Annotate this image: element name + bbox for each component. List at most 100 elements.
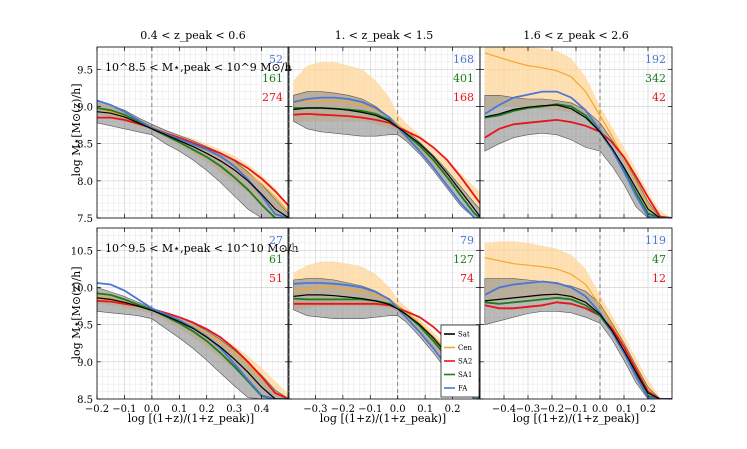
y-axis-label-top: log M⋆[M⊙(z)/h] [70, 83, 83, 176]
legend-label-cen: Cen [458, 344, 472, 352]
y-axis-label-bottom: log M⋆[M⊙(z)/h] [70, 266, 83, 359]
x-tick-label: 0.1 [171, 404, 187, 415]
panel-r1-c0: −0.2 −0.1 0.0 0.1 0.2 0.3 0.4 8.5 9.0 9.5 10.0 10.5… [71, 227, 299, 415]
count-sa2: 12 [652, 272, 666, 285]
grid [97, 228, 289, 399]
count-sa2: 51 [269, 272, 283, 285]
x-tick-label: −0.1 [358, 404, 382, 415]
x-tick-label: −0.4 [492, 404, 516, 415]
legend-label-sa1: SA1 [458, 371, 472, 379]
series-line-sat [293, 107, 480, 217]
x-tick-label: 0.0 [144, 404, 160, 415]
legend-label-fa: FA [458, 385, 468, 393]
plot-area [484, 228, 672, 399]
panel-r0-c1: 1. < z_peak < 1.5 168 401 168 [287, 29, 481, 219]
series-line-sat [97, 297, 289, 399]
x-tick-label: 0.1 [616, 404, 632, 415]
legend-label-sa2: SA2 [458, 358, 472, 366]
y-tick-label: 7.5 [77, 214, 93, 225]
column-title: 0.4 < z_peak < 0.6 [140, 29, 245, 42]
panels: 7.5 8.0 8.5 9.0 9.5 0.4 < z_peak < 0.6 10^8.5 … [71, 29, 673, 415]
column-title: 1. < z_peak < 1.5 [335, 29, 433, 42]
series-line-sa2 [293, 112, 480, 204]
y-tick-label: 10.5 [71, 246, 93, 257]
sat-scatter-band [484, 95, 672, 218]
plot-area [484, 47, 672, 218]
x-tick-label: 0.2 [445, 404, 461, 415]
x-axis-label-left: log [(1+z)/(1+z_peak)] [128, 412, 254, 425]
count-fa: 192 [645, 53, 666, 66]
series-line-sa2 [484, 301, 672, 399]
panel-frame [96, 227, 290, 400]
y-tick-label: 8.5 [77, 140, 93, 151]
series-line-fa [484, 90, 672, 218]
x-axis-label-right: log [(1+z)/(1+z_peak)] [513, 412, 639, 425]
x-tick-label: 0.4 [254, 404, 270, 415]
panel-r1-c2: −0.4 −0.3 −0.2 −0.1 0.0 0.1 0.2 119 47 12 [479, 227, 673, 415]
count-fa: 52 [269, 53, 283, 66]
plot-area [97, 47, 289, 218]
series-line-cen [484, 52, 672, 218]
x-tick-label: 0.3 [226, 404, 242, 415]
x-tick-label: −0.3 [303, 404, 327, 415]
count-sa2: 74 [460, 272, 474, 285]
series-line-fa [484, 280, 672, 399]
series-line-sat [484, 104, 672, 218]
x-tick-label: 0.2 [199, 404, 215, 415]
legend: Sat Cen SA2 SA1 FA [440, 324, 480, 398]
y-tick-label: 9.5 [77, 65, 93, 76]
x-tick-label: −0.2 [85, 404, 109, 415]
plot-area [293, 47, 480, 218]
count-fa: 119 [645, 234, 666, 247]
legend-label-sat: Sat [458, 331, 470, 339]
series-line-sa2 [97, 300, 289, 399]
count-fa: 79 [460, 234, 474, 247]
column-title: 1.6 < z_peak < 2.6 [523, 29, 628, 42]
y-tick-label: 9.0 [77, 102, 93, 113]
count-sa1: 161 [262, 72, 283, 85]
count-sa1: 47 [652, 253, 666, 266]
plot-area [97, 228, 289, 399]
series-line-sa1 [484, 103, 672, 218]
count-sa2: 168 [453, 91, 474, 104]
x-tick-label: 0.0 [592, 404, 608, 415]
x-tick-label: −0.2 [540, 404, 564, 415]
sat-scatter-band [484, 278, 672, 399]
count-sa1: 127 [453, 253, 474, 266]
y-tick-label: 10.0 [71, 283, 93, 294]
panel-r0-c0: 7.5 8.0 8.5 9.0 9.5 0.4 < z_peak < 0.6 10^8.5 … [77, 29, 291, 225]
x-axis-label-middle: log [(1+z)/(1+z_peak)] [320, 412, 446, 425]
count-sa2: 42 [652, 91, 666, 104]
count-sa1: 342 [645, 72, 666, 85]
mass-bin-annotation: 10^9.5 < M⋆,peak < 10^10 M⊙/h [105, 242, 299, 255]
count-sa1: 401 [453, 72, 474, 85]
cen-scatter-band [484, 47, 672, 218]
x-tick-label: −0.3 [516, 404, 540, 415]
x-tick-label: 0.0 [390, 404, 406, 415]
count-sa2: 274 [262, 91, 283, 104]
y-tick-label: 9.5 [77, 321, 93, 332]
count-fa: 168 [453, 53, 474, 66]
x-tick-label: −0.2 [331, 404, 355, 415]
y-tick-label: 8.0 [77, 177, 93, 188]
series-line-sa2 [484, 118, 672, 218]
x-tick-label: 0.2 [640, 404, 656, 415]
count-fa: 27 [269, 234, 283, 247]
series-line-sat [484, 293, 672, 399]
x-tick-label: −0.1 [112, 404, 136, 415]
y-tick-label: 9.0 [77, 358, 93, 369]
mass-bin-annotation: 10^8.5 < M⋆,peak < 10^9 M⊙/h [105, 61, 292, 74]
series-line-sa2 [97, 116, 289, 207]
series-line-sa1 [97, 107, 289, 218]
sat-scatter-band [293, 91, 480, 218]
x-tick-label: −0.1 [564, 404, 588, 415]
series-line-sat [97, 111, 289, 218]
x-tick-label: 0.1 [417, 404, 433, 415]
count-sa1: 61 [269, 253, 283, 266]
sat-scatter-band [293, 278, 480, 399]
series-line-fa [293, 96, 480, 218]
series-line-fa [97, 282, 289, 399]
panel-r0-c2: 1.6 < z_peak < 2.6 192 342 42 [479, 29, 673, 219]
panel-frame [96, 46, 290, 219]
